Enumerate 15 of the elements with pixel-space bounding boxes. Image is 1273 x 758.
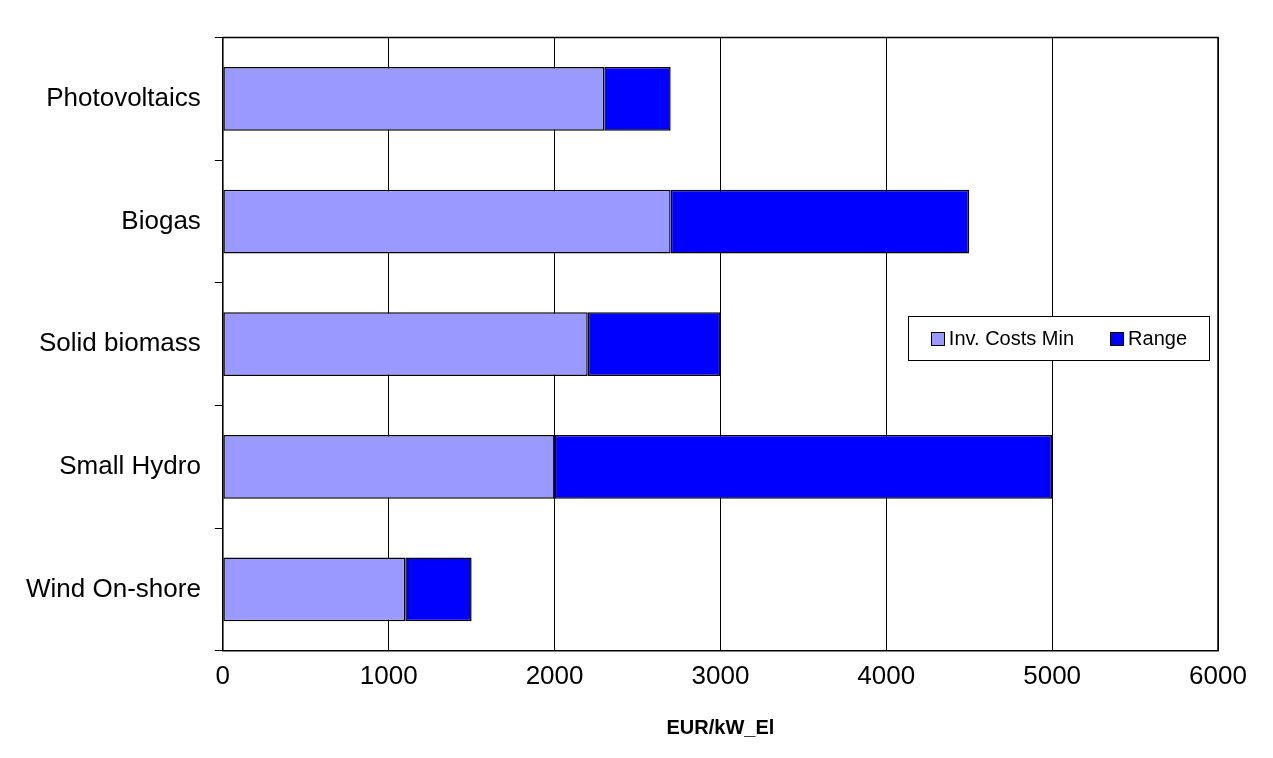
- x-tick-label: 0: [215, 659, 231, 690]
- y-tick-label: Small Hydro: [59, 450, 201, 481]
- x-tick-label: 6000: [1189, 659, 1247, 690]
- x-tick-label: 2000: [525, 659, 584, 690]
- legend-label: Range: [1128, 327, 1187, 351]
- y-tick-label: Solid biomass: [38, 327, 201, 358]
- y-tick-label: Photovoltaics: [46, 82, 201, 113]
- x-tick-label: 4000: [857, 659, 916, 690]
- x-tick-label: 1000: [359, 659, 418, 690]
- x-tick-label: 5000: [1023, 659, 1082, 690]
- legend-label: Inv. Costs Min: [948, 327, 1075, 351]
- y-tick-label: Biogas: [121, 204, 201, 235]
- x-tick-label: 3000: [691, 659, 750, 690]
- y-tick-label: Wind On-shore: [26, 572, 201, 603]
- x-axis-title: EUR/kW_El: [666, 715, 775, 738]
